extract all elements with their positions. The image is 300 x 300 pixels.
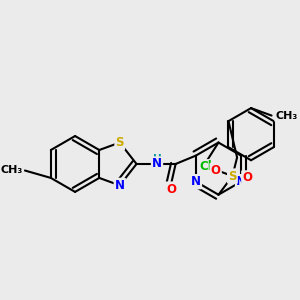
Text: O: O [166,183,176,196]
Text: N: N [236,175,246,188]
Text: H: H [153,154,161,164]
Text: O: O [211,164,221,177]
Text: N: N [115,179,125,192]
Text: CH₃: CH₃ [1,166,23,176]
Text: N: N [191,175,201,188]
Text: S: S [116,136,124,149]
Text: Cl: Cl [199,160,212,173]
Text: S: S [228,169,237,183]
Text: O: O [242,171,252,184]
Text: N: N [152,158,162,170]
Text: CH₃: CH₃ [275,110,298,121]
